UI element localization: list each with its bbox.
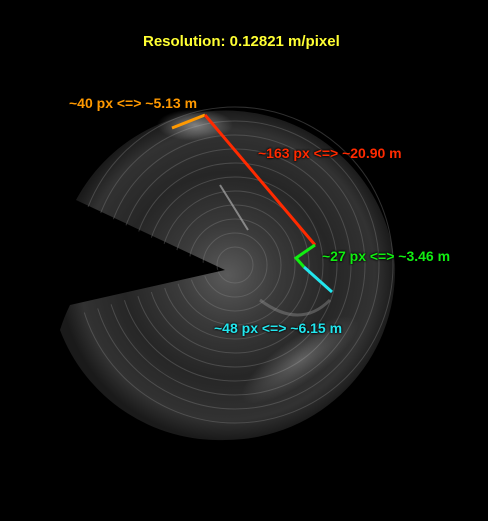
red-measure-line xyxy=(203,114,317,246)
cyan-measurement-label: ~48 px <=> ~6.15 m xyxy=(214,320,343,336)
green-measure-line xyxy=(293,243,316,268)
orange-measurement-label: ~40 px <=> ~5.13 m xyxy=(69,95,198,111)
measurement-lines xyxy=(171,113,333,294)
red-measurement-label: ~163 px <=> ~20.90 m xyxy=(258,145,402,161)
cyan-measure-line xyxy=(303,265,333,294)
resolution-label: Resolution: 0.12821 m/pixel xyxy=(143,33,340,50)
orange-measure-line xyxy=(171,113,206,130)
green-measurement-label: ~27 px <=> ~3.46 m xyxy=(322,248,451,264)
